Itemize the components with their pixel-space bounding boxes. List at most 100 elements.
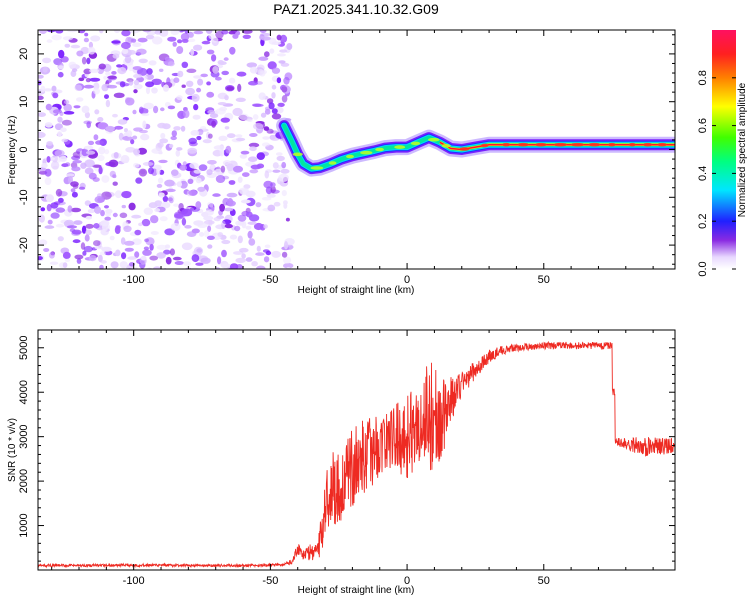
noise-blob (221, 239, 231, 245)
noise-blob (168, 143, 174, 148)
noise-blob (193, 44, 203, 51)
noise-blob (258, 92, 266, 100)
noise-blob (167, 105, 176, 110)
noise-blob (259, 30, 267, 33)
noise-blob (38, 239, 48, 246)
noise-blob (174, 212, 184, 220)
noise-blob (44, 225, 55, 229)
noise-blob (62, 251, 71, 259)
noise-blob (55, 207, 66, 213)
noise-blob (67, 205, 73, 213)
noise-blob (73, 105, 81, 109)
noise-blob (226, 192, 238, 198)
noise-blob (196, 248, 203, 253)
noise-blob (98, 63, 107, 70)
ridge-hotspot (629, 142, 636, 147)
noise-blob (101, 83, 109, 92)
noise-blob (151, 36, 163, 45)
noise-blob (188, 189, 198, 196)
noise-blob (45, 103, 52, 111)
noise-blob (114, 190, 122, 199)
noise-blob (270, 185, 276, 194)
noise-blob (104, 216, 111, 221)
noise-blob (111, 71, 117, 75)
noise-blob (78, 186, 86, 190)
noise-blob (232, 107, 243, 117)
noise-blob (245, 257, 253, 262)
noise-blob (38, 30, 48, 35)
noise-blob (70, 207, 82, 213)
noise-blob (114, 125, 124, 130)
noise-blob (101, 175, 110, 183)
noise-blob (248, 80, 258, 86)
noise-blob (68, 61, 77, 69)
noise-blob (171, 130, 177, 137)
noise-blob (124, 240, 135, 246)
noise-blob (53, 89, 63, 94)
noise-blob (112, 212, 118, 218)
noise-blob (268, 102, 275, 110)
noise-blob (237, 83, 242, 92)
noise-blob (237, 214, 247, 222)
noise-blob (104, 94, 109, 99)
noise-blob (263, 180, 273, 189)
noise-blob (158, 192, 165, 198)
noise-blob (196, 135, 202, 141)
noise-blob (156, 167, 161, 175)
noise-blob (186, 30, 189, 31)
noise-blob (181, 61, 189, 68)
noise-blob (242, 172, 250, 178)
ridge-hotspot (360, 150, 373, 155)
noise-blob (221, 249, 227, 258)
noise-blob (242, 34, 251, 39)
noise-blob (202, 139, 212, 144)
noise-blob (87, 140, 95, 146)
colorbar: 0.0 0.2 0.4 0.6 0.8 Normalized spectral ampl… (697, 30, 748, 277)
noise-blob (195, 201, 202, 209)
noise-blob (172, 41, 177, 47)
noise-blob (249, 133, 258, 137)
noise-blob (138, 106, 144, 114)
snr-y-label: SNR (10 * v/v) (7, 418, 18, 482)
noise-blob (138, 168, 148, 177)
noise-blob (89, 77, 101, 82)
noise-blob (206, 49, 215, 55)
colorbar-gradient (712, 30, 736, 269)
noise-blob (203, 230, 210, 238)
noise-blob (162, 84, 170, 92)
noise-blob (233, 165, 243, 173)
noise-blob (276, 34, 282, 41)
noise-blob (111, 40, 121, 44)
noise-blob (220, 165, 226, 173)
noise-blob (258, 56, 269, 61)
noise-blob (83, 145, 94, 150)
noise-blob (176, 95, 183, 101)
noise-blob (236, 71, 247, 77)
noise-blob (217, 232, 223, 237)
ridge-hotspot (502, 142, 511, 147)
noise-blob (207, 244, 213, 249)
ridge-hotspot (428, 137, 440, 142)
noise-blob (88, 172, 97, 180)
noise-blob (257, 69, 264, 76)
noise-blob (235, 220, 242, 226)
ridge-hotspot (441, 144, 451, 148)
noise-blob (221, 70, 229, 76)
noise-blob (229, 263, 239, 269)
noise-blob (277, 102, 285, 107)
noise-blob (159, 138, 169, 144)
noise-blob (229, 234, 238, 240)
noise-blob (151, 78, 162, 86)
noise-blob (260, 112, 267, 118)
noise-blob (207, 225, 212, 232)
chart-title: PAZ1.2025.341.10.32.G09 (273, 1, 439, 17)
noise-blob (182, 161, 187, 166)
noise-blob (255, 252, 265, 256)
noise-blob (279, 49, 288, 53)
noise-blob (46, 141, 53, 146)
noise-blob (164, 179, 175, 187)
noise-blob (46, 156, 51, 163)
noise-blob (145, 34, 155, 40)
noise-blob (221, 263, 232, 269)
noise-blob (121, 204, 127, 209)
